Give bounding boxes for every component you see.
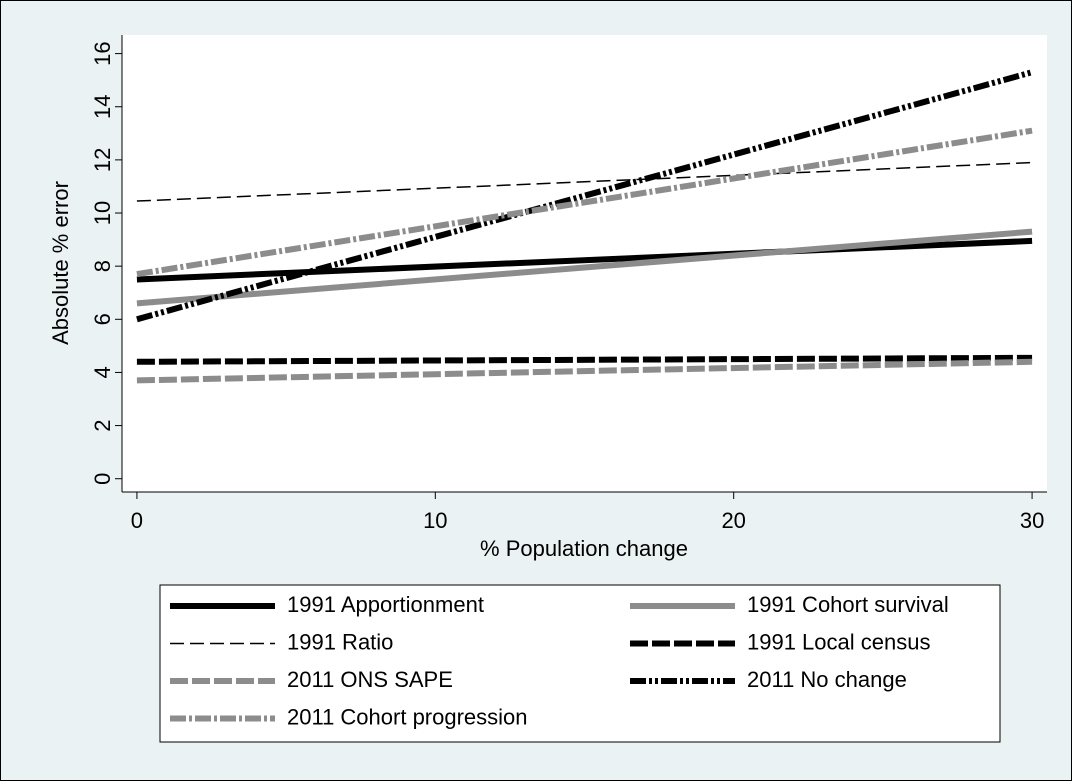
y-tick-label: 8 [90,260,115,272]
legend [159,584,1001,743]
legend-label: 1991 Cohort survival [747,592,949,617]
legend-label: 2011 Cohort progression [287,704,528,729]
y-tick-label: 6 [90,313,115,325]
x-tick-label: 20 [721,508,745,533]
x-tick-label: 10 [423,508,447,533]
y-tick-label: 4 [90,366,115,378]
legend-label: 2011 No change [747,667,907,692]
series-line [136,237,1033,283]
series-line [136,358,1033,384]
y-tick-label: 12 [90,148,115,172]
series-line [136,127,1033,278]
legend-label: 2011 ONS SAPE [287,667,453,692]
series-line [136,354,1033,365]
legend-label: 1991 Ratio [287,629,393,654]
y-tick-label: 2 [90,419,115,431]
y-tick-label: 0 [90,473,115,485]
series-line [136,228,1033,307]
x-tick-label: 0 [131,508,143,533]
legend-label: 1991 Local census [747,629,930,654]
y-axis-title: Absolute % error [48,181,73,345]
legend-label: 1991 Apportionment [287,592,484,617]
y-tick-label: 16 [90,41,115,65]
series-line [136,161,1033,202]
y-tick-label: 14 [90,94,115,118]
y-tick-label: 10 [90,201,115,225]
x-axis-title: % Population change [480,536,688,561]
x-tick-label: 30 [1020,508,1044,533]
